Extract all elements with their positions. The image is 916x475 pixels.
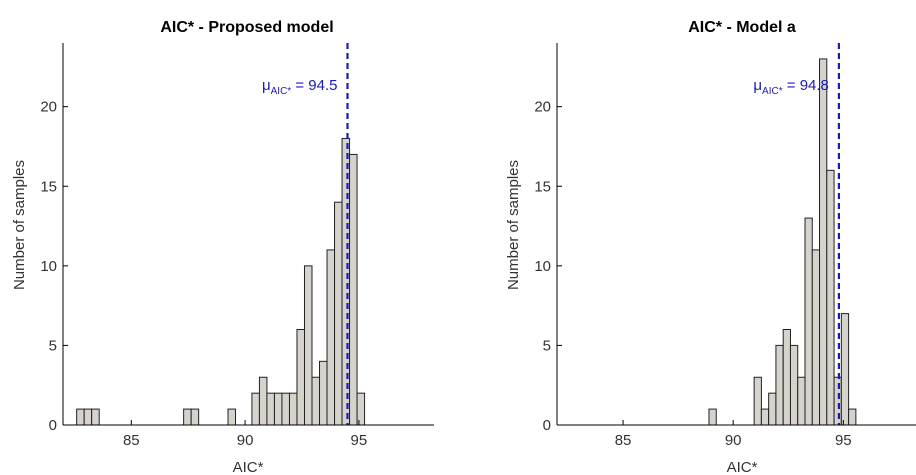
- y-tick-label: 0: [49, 417, 57, 434]
- y-tick-label: 0: [543, 417, 551, 434]
- histogram-bar: [190, 408, 200, 425]
- plot-area: [557, 43, 916, 425]
- histogram-bar: [273, 392, 283, 425]
- histogram-bar: [288, 392, 298, 425]
- histogram-bar: [775, 344, 784, 425]
- histogram-bar: [319, 360, 328, 425]
- histogram-bar: [83, 408, 93, 425]
- histogram-bar: [251, 392, 260, 425]
- mean-symbol: μ: [753, 77, 762, 94]
- histogram-bar: [349, 153, 358, 425]
- histogram-bar: [760, 408, 770, 425]
- y-tick-label: 15: [40, 178, 57, 195]
- mean-annotation: μAIC* = 94.5: [262, 77, 338, 97]
- mean-symbol: μ: [262, 77, 271, 94]
- y-tick-label: 10: [534, 258, 551, 275]
- histogram-bar: [848, 408, 857, 425]
- x-tick-label: 90: [725, 432, 742, 449]
- y-axis-label: Number of samples: [505, 160, 522, 290]
- histogram-panel-model-a: AIC* - Model a Number of samples AIC* 85…: [505, 19, 916, 475]
- histogram-bar: [826, 169, 835, 425]
- histogram-bar: [326, 249, 336, 425]
- histogram-bar: [753, 376, 762, 425]
- histogram-bar: [266, 392, 275, 425]
- histogram-bar: [227, 408, 237, 425]
- mean-value: = 94.8: [783, 77, 829, 94]
- histogram-bar: [356, 392, 366, 425]
- x-tick-label: 95: [351, 432, 368, 449]
- mean-subscript: AIC*: [762, 86, 783, 97]
- histogram-bar: [708, 408, 717, 425]
- histogram-bar: [76, 408, 85, 425]
- y-tick-label: 10: [40, 258, 57, 275]
- histogram-panel-proposed-model: AIC* - Proposed model Number of samples …: [11, 19, 434, 475]
- x-axis-label: AIC*: [233, 459, 264, 475]
- y-tick-label: 15: [534, 178, 551, 195]
- histogram-bar: [303, 265, 313, 425]
- chart-title: AIC* - Model a: [688, 19, 796, 36]
- histogram-bar: [334, 201, 343, 425]
- histogram-bar: [840, 313, 850, 425]
- y-tick-label: 5: [49, 337, 57, 354]
- y-axis-label: Number of samples: [11, 160, 28, 290]
- bars-group: [708, 43, 857, 425]
- histogram-bar: [797, 376, 806, 425]
- chart-title: AIC* - Proposed model: [160, 19, 333, 36]
- histogram-bar: [804, 217, 813, 425]
- histogram-bar: [311, 376, 321, 425]
- x-tick-label: 85: [615, 432, 632, 449]
- x-tick-label: 95: [835, 432, 852, 449]
- histogram-bar: [768, 392, 777, 425]
- histogram-bar: [91, 408, 100, 425]
- histogram-bar: [833, 376, 842, 425]
- y-tick-label: 20: [40, 99, 57, 116]
- histogram-bar: [782, 329, 791, 425]
- mean-subscript: AIC*: [271, 86, 292, 97]
- x-tick-label: 90: [237, 432, 254, 449]
- histogram-bar: [258, 376, 268, 425]
- y-tick-label: 20: [534, 99, 551, 116]
- plot-area: [63, 43, 434, 425]
- histogram-bar: [281, 392, 290, 425]
- histogram-bar: [819, 58, 828, 425]
- histogram-bar: [789, 344, 799, 425]
- x-tick-label: 85: [123, 432, 140, 449]
- mean-value: = 94.5: [291, 77, 337, 94]
- x-axis-label: AIC*: [727, 459, 758, 475]
- histogram-bar: [296, 329, 305, 425]
- histogram-bar: [183, 408, 192, 425]
- mean-annotation: μAIC* = 94.8: [753, 77, 829, 97]
- histogram-bar: [341, 138, 351, 425]
- y-tick-label: 5: [543, 337, 551, 354]
- histogram-bar: [811, 249, 821, 425]
